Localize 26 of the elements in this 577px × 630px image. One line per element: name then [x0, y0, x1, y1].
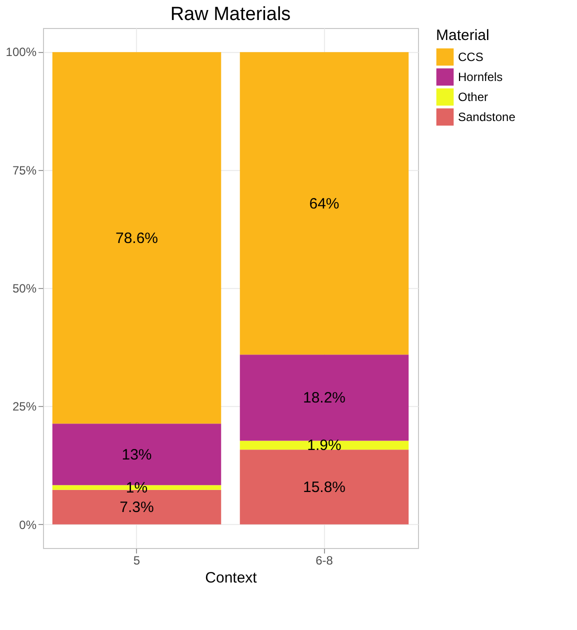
data-label: 1.9%	[307, 437, 342, 454]
legend-label: CCS	[458, 50, 484, 64]
bar	[240, 440, 409, 450]
legend-label: Hornfels	[458, 70, 503, 84]
legend-title: Material	[436, 27, 490, 44]
y-tick-label: 75%	[12, 163, 37, 178]
data-label: 78.6%	[115, 230, 158, 247]
data-label: 13%	[122, 446, 152, 464]
data-label: 15.8%	[302, 479, 346, 496]
x-tick-label: 5	[133, 554, 140, 568]
y-tick-label: 0%	[19, 518, 37, 532]
data-label: 64%	[309, 195, 340, 212]
y-tick-label: 50%	[12, 282, 37, 296]
y-tick-label: 100%	[6, 45, 37, 60]
bar	[240, 354, 409, 441]
y-tick-label: 25%	[12, 400, 37, 414]
chart-title: Raw Materials	[170, 4, 291, 25]
legend-label: Other	[458, 90, 488, 104]
bar	[240, 52, 409, 355]
legend-label: Sandstone	[458, 110, 516, 124]
data-label: 18.2%	[302, 390, 346, 407]
x-tick-label: 6-8	[316, 554, 334, 568]
bar	[52, 52, 222, 424]
bar	[240, 450, 409, 524]
data-label: 7.3%	[120, 499, 154, 516]
x-axis-title: Context	[205, 570, 258, 586]
